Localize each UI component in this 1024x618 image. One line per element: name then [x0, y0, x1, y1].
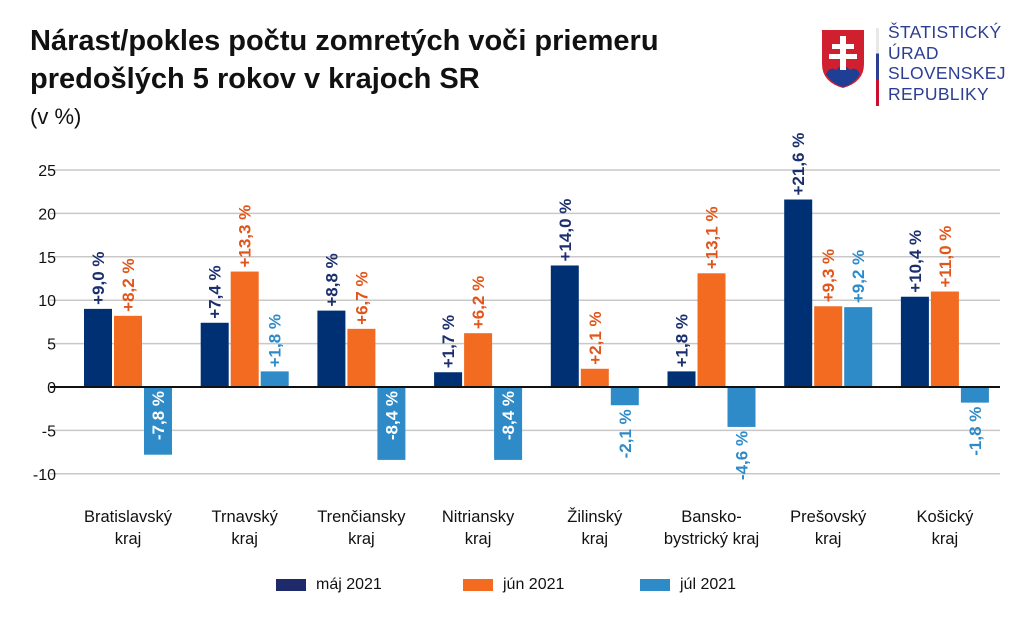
bar: [260, 371, 289, 387]
category-label: Žilinský: [567, 507, 623, 526]
bar: [84, 308, 112, 387]
category-label: Trenčiansky: [317, 508, 406, 526]
bar: [814, 306, 843, 387]
category-label: kraj: [115, 530, 142, 548]
title-line-1: Nárast/pokles počtu zomretých voči priem…: [30, 25, 659, 57]
data-label: +1,8 %: [673, 314, 692, 367]
data-label: +1,8 %: [266, 314, 285, 367]
title-line-2: predošlých 5 rokov v krajoch SR: [30, 63, 480, 95]
data-label: +13,3 %: [236, 205, 255, 268]
legend-swatch: [463, 579, 493, 591]
bar: [317, 310, 346, 387]
bar: [960, 387, 989, 403]
bar: [667, 371, 696, 387]
category-label: Nitriansky: [442, 508, 515, 526]
category-label: Trnavský: [212, 508, 279, 526]
bar: [464, 333, 493, 387]
bar: [784, 199, 813, 387]
data-label: +8,2 %: [119, 258, 138, 311]
data-label: +9,0 %: [89, 251, 108, 304]
data-label: -4,6 %: [733, 431, 752, 480]
data-label: +9,3 %: [819, 249, 838, 302]
category-label: kraj: [465, 530, 492, 548]
legend-label: máj 2021: [316, 576, 382, 593]
unit-label: (v %): [30, 104, 82, 129]
y-tick-label: -5: [42, 423, 56, 440]
logo-line: SLOVENSKEJ: [888, 63, 1006, 83]
data-label: +13,1 %: [703, 206, 722, 269]
legend-label: jún 2021: [503, 576, 565, 593]
coat-of-arms-icon: [822, 30, 864, 88]
legend-item-may: máj 2021: [276, 576, 382, 594]
bar: [727, 387, 756, 427]
data-label: +7,4 %: [206, 265, 225, 318]
bar: [930, 291, 959, 387]
data-label: +14,0 %: [556, 199, 575, 262]
data-label: -8,4 %: [499, 391, 518, 440]
logo-line: ŠTATISTICKÝ: [888, 22, 1002, 42]
legend-item-july: júl 2021: [640, 576, 736, 594]
logo-text: ŠTATISTICKÝ ÚRAD SLOVENSKEJ REPUBLIKY: [888, 22, 1006, 104]
category-label: kraj: [582, 530, 609, 548]
y-tick-label: 0: [47, 380, 56, 397]
bar: [114, 315, 142, 387]
data-label: -1,8 %: [966, 407, 985, 456]
data-label: -8,4 %: [382, 391, 401, 440]
category-label: kraj: [231, 530, 258, 548]
logo-divider: [876, 28, 879, 106]
logo-line: REPUBLIKY: [888, 83, 989, 104]
bar: [434, 372, 463, 387]
data-label: +8,8 %: [322, 253, 341, 306]
category-label: Košický: [916, 508, 974, 526]
bar: [494, 387, 523, 460]
category-label: kraj: [348, 530, 375, 548]
bar: [144, 387, 172, 455]
data-label: -7,8 %: [149, 391, 168, 440]
bar: [610, 387, 639, 406]
bar: [550, 265, 579, 387]
category-label: Bansko-: [681, 508, 742, 526]
data-label: +1,7 %: [439, 315, 458, 368]
category-label: kraj: [932, 530, 959, 548]
chart-title: Nárast/pokles počtu zomretých voči priem…: [30, 22, 790, 98]
data-label: +21,6 %: [789, 133, 808, 196]
legend-swatch: [640, 579, 670, 591]
bar: [230, 271, 259, 387]
category-label: Prešovský: [790, 508, 867, 526]
category-label: bystrický kraj: [664, 530, 759, 548]
bar: [697, 273, 726, 387]
y-tick-label: -10: [33, 467, 56, 484]
bar: [347, 328, 376, 387]
y-tick-label: 20: [38, 206, 56, 223]
data-label: +6,7 %: [352, 271, 371, 324]
susr-logo: ŠTATISTICKÝ ÚRAD SLOVENSKEJ REPUBLIKY: [818, 22, 1018, 108]
category-label: kraj: [815, 530, 842, 548]
bar: [377, 387, 406, 460]
data-label: +2,1 %: [586, 311, 605, 364]
data-label: -2,1 %: [616, 409, 635, 458]
data-label: +10,4 %: [906, 230, 925, 293]
category-label: Bratislavský: [84, 508, 173, 526]
y-tick-label: 5: [47, 337, 56, 354]
y-tick-label: 10: [38, 293, 56, 310]
y-tick-label: 15: [38, 250, 56, 267]
bar: [200, 322, 229, 387]
bar: [844, 307, 873, 387]
data-label: +6,2 %: [469, 276, 488, 329]
bar: [580, 368, 609, 387]
data-label: +11,0 %: [936, 226, 955, 288]
legend-swatch: [276, 579, 306, 591]
bar: [900, 296, 929, 387]
legend-item-june: jún 2021: [463, 576, 564, 594]
y-tick-label: 25: [38, 163, 56, 180]
legend-label: júl 2021: [680, 576, 737, 593]
data-label: +9,2 %: [849, 250, 868, 303]
logo-line: ÚRAD: [888, 42, 939, 63]
